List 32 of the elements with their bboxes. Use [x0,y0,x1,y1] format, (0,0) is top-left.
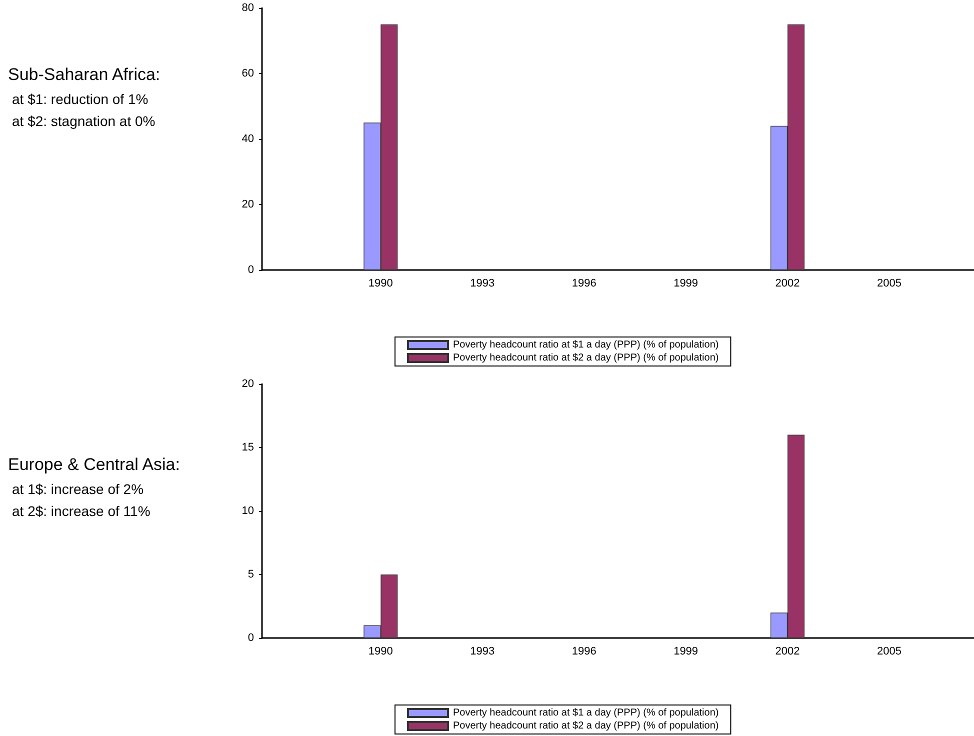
text: at 2$: increase of 11% [11,502,152,521]
y-tick-label: 80 [242,2,254,14]
y-tick-label: 20 [242,198,254,210]
y-tick-label: 20 [242,378,254,390]
text: at $2: stagnation at 0% [11,112,156,131]
x-tick-label: 1999 [674,278,698,290]
legend-label: Poverty headcount ratio at $1 a day (PPP) (% of population) [453,708,719,718]
legend-label: Poverty headcount ratio at $2 a day (PPP) (% of population) [453,720,719,732]
y-tick-label: 5 [248,568,254,580]
text: Sub-Saharan Africa: [8,64,162,86]
x-tick-label: 1996 [572,646,596,658]
y-tick-label: 40 [242,133,254,145]
y-tick-label: 60 [242,68,254,80]
x-tick-label: 1990 [368,646,393,658]
text: Europe & Central Asia: [8,454,181,476]
y-tick-label: 15 [242,442,254,454]
text: at $1: reduction of 1% [11,90,150,109]
x-tick-label: 2005 [876,278,902,290]
y-tick-label: 10 [242,505,254,517]
x-tick-label: 1993 [470,278,495,290]
text: at 1$: increase of 2% [11,480,145,499]
legend-label: Poverty headcount ratio at $1 a day (PPP) (% of population) [453,340,719,350]
x-tick-label: 1990 [368,278,393,290]
y-tick-label: 0 [248,632,254,644]
x-tick-label: 2005 [876,646,902,658]
x-tick-label: 1999 [674,646,698,658]
y-tick-label: 0 [248,264,254,276]
x-tick-label: 1993 [470,646,495,658]
legend-label: Poverty headcount ratio at $2 a day (PPP) (% of population) [453,352,719,364]
x-tick-label: 2002 [775,646,800,658]
x-tick-label: 2002 [775,278,800,290]
x-tick-label: 1996 [572,278,596,290]
